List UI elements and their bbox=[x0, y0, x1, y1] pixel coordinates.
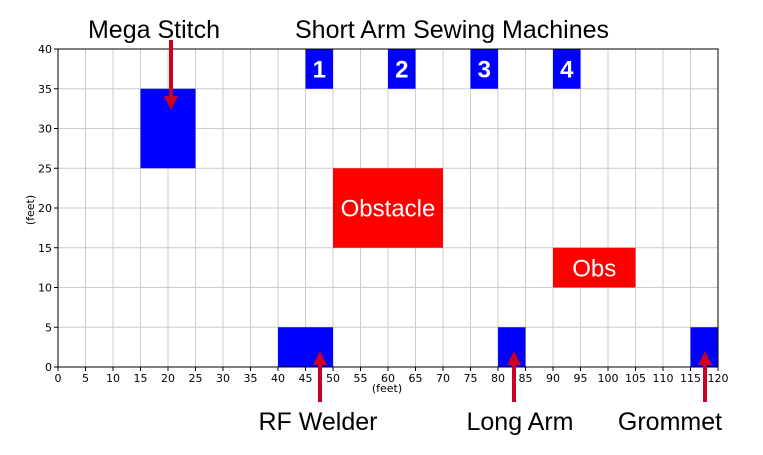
x-tick-label-13: 65 bbox=[409, 372, 423, 385]
long-arm-arrow bbox=[507, 351, 521, 402]
machine-block-4 bbox=[553, 49, 581, 89]
long-arm-label: Long Arm bbox=[466, 408, 573, 436]
rf-welder-label: RF Welder bbox=[258, 408, 377, 436]
obstacle-label-6: Obs bbox=[572, 255, 616, 282]
x-tick-label-24: 120 bbox=[708, 372, 729, 385]
x-tick-label-18: 90 bbox=[546, 372, 560, 385]
x-tick-label-5: 25 bbox=[189, 372, 203, 385]
x-tick-label-1: 5 bbox=[82, 372, 89, 385]
y-tick-label-6: 30 bbox=[38, 123, 52, 136]
machine-block-2 bbox=[388, 49, 416, 89]
layout-blocks: 1 2 3 4 Obstacle Obs bbox=[140, 49, 718, 367]
short-arm-label: Short Arm Sewing Machines bbox=[295, 16, 609, 44]
x-axis-label: (feet) bbox=[372, 382, 402, 395]
x-tick-label-3: 15 bbox=[134, 372, 148, 385]
x-tick-label-10: 50 bbox=[326, 372, 340, 385]
y-tick-label-7: 35 bbox=[38, 83, 52, 96]
x-tick-label-23: 115 bbox=[680, 372, 701, 385]
y-tick-label-5: 25 bbox=[38, 162, 52, 175]
mega-stitch-label: Mega Stitch bbox=[88, 16, 220, 44]
x-tick-label-8: 40 bbox=[271, 372, 285, 385]
axis-ticks: 0 5 10 15 20 25 30 35 40 45 50 55 60 65 70 75 80 85 90 95 10… bbox=[38, 43, 729, 385]
obstacle-block-5 bbox=[333, 168, 443, 248]
x-tick-label-19: 95 bbox=[574, 372, 588, 385]
x-tick-label-11: 55 bbox=[354, 372, 368, 385]
x-tick-label-9: 45 bbox=[299, 372, 313, 385]
mega-stitch-arrow bbox=[164, 40, 178, 110]
obstacle-label-5: Obstacle bbox=[341, 196, 436, 223]
y-tick-label-2: 10 bbox=[38, 282, 52, 295]
y-tick-label-3: 15 bbox=[38, 242, 52, 255]
x-tick-label-20: 100 bbox=[598, 372, 619, 385]
x-tick-label-22: 110 bbox=[653, 372, 674, 385]
x-tick-label-15: 75 bbox=[464, 372, 478, 385]
machine-number-3: 3 bbox=[478, 57, 491, 84]
x-tick-label-7: 35 bbox=[244, 372, 258, 385]
x-tick-label-6: 30 bbox=[216, 372, 230, 385]
machine-block-1 bbox=[305, 49, 333, 89]
y-axis-label: (feet) bbox=[24, 195, 37, 225]
machine-number-4: 4 bbox=[560, 57, 574, 84]
machine-block-3 bbox=[470, 49, 498, 89]
x-tick-label-16: 80 bbox=[491, 372, 505, 385]
x-tick-label-4: 20 bbox=[161, 372, 175, 385]
machine-number-1: 1 bbox=[313, 57, 326, 84]
x-tick-label-17: 85 bbox=[519, 372, 533, 385]
grommet-label: Grommet bbox=[618, 408, 722, 436]
obstacle-block-6 bbox=[553, 247, 636, 288]
y-tick-label-0: 0 bbox=[45, 361, 52, 374]
arrows bbox=[164, 40, 712, 402]
machine-number-2: 2 bbox=[395, 57, 408, 84]
x-tick-label-12: 60 bbox=[381, 372, 395, 385]
y-tick-label-1: 5 bbox=[45, 321, 52, 334]
x-tick-label-2: 10 bbox=[106, 372, 120, 385]
x-tick-label-0: 0 bbox=[55, 372, 62, 385]
grommet-arrow bbox=[698, 351, 712, 402]
rf-welder-arrow bbox=[313, 351, 327, 402]
x-tick-label-21: 105 bbox=[625, 372, 646, 385]
y-tick-label-8: 40 bbox=[38, 43, 52, 56]
y-tick-label-4: 20 bbox=[38, 202, 52, 215]
x-tick-label-14: 70 bbox=[436, 372, 450, 385]
